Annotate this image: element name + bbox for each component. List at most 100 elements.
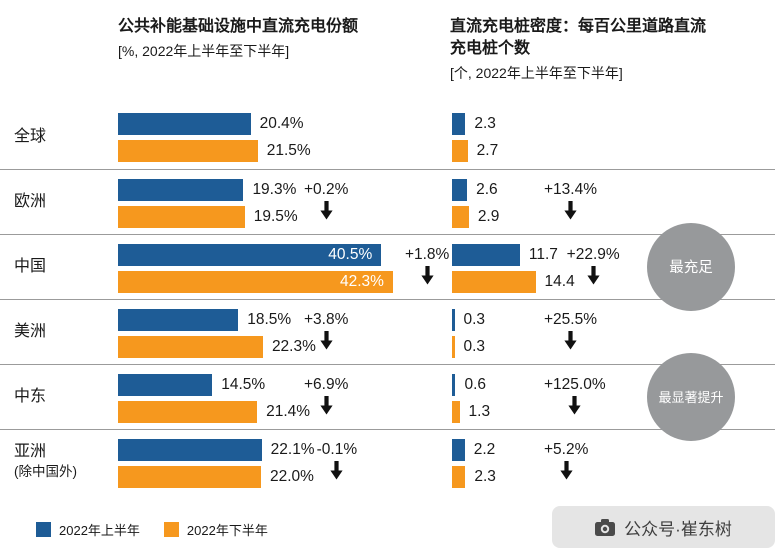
- region-row-middle-east: 中东 14.5% 21.4% +6.9% 0.6 1.3 +125.0%: [0, 364, 775, 429]
- global-left-bar-h2-value: 21.5%: [266, 142, 311, 159]
- asia-ex-china-left-down-arrow-icon: [330, 461, 343, 480]
- china-left-change: +1.8%: [405, 246, 449, 285]
- americas-left-bar-h2: [118, 336, 263, 358]
- middle-east-right-down-arrow-icon: [568, 396, 581, 415]
- europe-right-bar-h2-value: 2.9: [477, 208, 500, 225]
- legend-item-h2: 2022年下半年: [163, 520, 268, 539]
- europe-region-label: 欧洲: [0, 170, 108, 234]
- middle-east-region-label: 中东: [0, 365, 108, 429]
- americas-left-bar-h2-line: 22.3%: [118, 336, 448, 358]
- header-spacer: [0, 16, 108, 104]
- europe-right-bar-h1: [452, 179, 468, 201]
- global-left-bar-h2-line: 21.5%: [118, 140, 448, 162]
- middle-east-right-change-value: +125.0%: [544, 376, 606, 393]
- europe-right-bar-h2: [452, 206, 469, 228]
- global-left-plot: 20.4% 21.5%: [118, 104, 448, 169]
- europe-right-change: +13.4%: [544, 181, 597, 220]
- region-row-asia-ex-china: 亚洲 (除中国外) 22.1% 22.0% -0.1% 2.2 2.3 +5.2%: [0, 429, 775, 494]
- europe-right-chart: 2.6 2.9 +13.4%: [448, 170, 775, 234]
- china-right-change: +22.9%: [567, 246, 620, 285]
- watermark-text: 公众号·崔东树: [624, 519, 732, 539]
- middle-east-left-bar-h1-value: 14.5%: [221, 376, 266, 393]
- americas-left-bar-h1-value: 18.5%: [247, 311, 292, 328]
- asia-ex-china-left-chart: 22.1% 22.0% -0.1%: [108, 430, 448, 494]
- global-left-bar-h2: [118, 140, 258, 162]
- middle-east-right-bar-h2-line: 1.3: [452, 401, 775, 423]
- middle-east-right-bar-h1: [452, 374, 456, 396]
- global-right-bar-h1-line: 2.3: [452, 113, 775, 135]
- china-right-bar-h2-value: 14.4: [544, 273, 575, 290]
- global-right-chart: 2.3 2.7: [448, 104, 775, 169]
- legend-item-h1: 2022年上半年: [36, 520, 140, 539]
- region-row-china: 中国 40.5% 42.3% +1.8% 11.7 14.4 +22.9%: [0, 234, 775, 299]
- china-right-change-value: +22.9%: [566, 246, 620, 263]
- asia-ex-china-left-bar-h1: [118, 439, 262, 461]
- americas-left-change: +3.8%: [304, 311, 348, 350]
- asia-ex-china-right-plot: 2.2 2.3 +5.2%: [452, 430, 775, 495]
- americas-left-change-value: +3.8%: [304, 311, 349, 328]
- china-right-bar-h2-line: 14.4: [452, 271, 775, 293]
- americas-left-bar-h1: [118, 309, 239, 331]
- middle-east-left-bar-h1: [118, 374, 213, 396]
- americas-right-chart: 0.3 0.3 +25.5%: [448, 300, 775, 364]
- badge-middle-east: 最显著提升: [647, 352, 735, 441]
- europe-left-chart: 19.3% 19.5% +0.2%: [108, 170, 448, 234]
- china-right-down-arrow-icon: [587, 266, 600, 285]
- asia-ex-china-right-bar-h1-value: 2.2: [473, 441, 496, 458]
- asia-ex-china-left-bar-h2-value: 22.0%: [270, 468, 314, 485]
- region-row-europe: 欧洲 19.3% 19.5% +0.2% 2.6 2.9 +13.4%: [0, 169, 775, 234]
- asia-ex-china-right-bar-h1: [452, 439, 465, 461]
- europe-left-down-arrow-icon: [320, 201, 333, 220]
- middle-east-right-bar-h2-value: 1.3: [468, 403, 491, 420]
- europe-left-bar-h1: [118, 179, 244, 201]
- americas-left-chart: 18.5% 22.3% +3.8%: [108, 300, 448, 364]
- americas-right-bar-h1: [452, 309, 455, 331]
- americas-right-bar-h1-line: 0.3: [452, 309, 775, 331]
- middle-east-right-chart: 0.6 1.3 +125.0%: [448, 365, 775, 429]
- americas-region-label: 美洲: [0, 300, 108, 364]
- asia-ex-china-left-plot: 22.1% 22.0% -0.1%: [118, 430, 448, 495]
- asia-ex-china-right-down-arrow-icon: [560, 461, 573, 480]
- asia-ex-china-right-change-value: +5.2%: [544, 441, 589, 458]
- region-row-global: 全球 20.4% 21.5% 2.3 2.7: [0, 104, 775, 169]
- europe-left-bar-h1-value: 19.3%: [252, 181, 297, 198]
- americas-right-change: +25.5%: [544, 311, 597, 350]
- asia-ex-china-region-label: 亚洲 (除中国外): [0, 430, 108, 494]
- middle-east-left-down-arrow-icon: [320, 396, 333, 415]
- china-left-bar-h2-line: 42.3%: [118, 271, 448, 293]
- legend-swatch-h2: [163, 522, 179, 537]
- americas-right-down-arrow-icon: [564, 331, 577, 350]
- chart-rows: 全球 20.4% 21.5% 2.3 2.7 欧洲 19.3% 19.5% +0.2% 2.6 2.…: [0, 104, 775, 494]
- middle-east-right-bar-h1-value: 0.6: [464, 376, 487, 393]
- global-region-label: 全球: [0, 104, 108, 169]
- americas-left-plot: 18.5% 22.3% +3.8%: [118, 300, 448, 365]
- asia-ex-china-region-note: (除中国外): [14, 464, 77, 479]
- china-region-name: 中国: [14, 258, 47, 275]
- global-right-bar-h1-value: 2.3: [474, 115, 496, 132]
- left-chart-header: 公共补能基础设施中直流充电份额 [%, 2022年上半年至下半年]: [108, 16, 448, 104]
- middle-east-left-bar-h2-value: 21.4%: [266, 403, 311, 420]
- asia-ex-china-left-bar-h2-line: 22.0%: [118, 466, 448, 488]
- global-left-bar-h1-value: 20.4%: [259, 115, 304, 132]
- global-left-chart: 20.4% 21.5%: [108, 104, 448, 169]
- americas-left-bar-h2-value: 22.3%: [271, 338, 316, 355]
- europe-left-bar-h2-line: 19.5%: [118, 206, 448, 228]
- china-right-plot: 11.7 14.4 +22.9%: [452, 235, 775, 300]
- china-left-plot: 40.5% 42.3% +1.8%: [118, 235, 449, 300]
- middle-east-right-plot: 0.6 1.3 +125.0%: [452, 365, 775, 430]
- china-left-down-arrow-icon: [421, 266, 434, 285]
- china-left-chart: 40.5% 42.3% +1.8%: [108, 235, 449, 300]
- legend-label-h2: 2022年下半年: [186, 523, 268, 538]
- europe-right-change-value: +13.4%: [544, 181, 598, 198]
- europe-right-bar-h2-line: 2.9: [452, 206, 775, 228]
- region-row-americas: 美洲 18.5% 22.3% +3.8% 0.3 0.3 +25.5%: [0, 299, 775, 364]
- middle-east-left-change-value: +6.9%: [304, 376, 349, 393]
- left-chart-title: 公共补能基础设施中直流充电份额: [118, 18, 359, 35]
- asia-ex-china-right-change: +5.2%: [544, 441, 588, 480]
- middle-east-left-bar-h2-line: 21.4%: [118, 401, 448, 423]
- china-right-bar-h2: [452, 271, 536, 293]
- global-left-bar-h1-line: 20.4%: [118, 113, 448, 135]
- camera-icon: [595, 518, 616, 536]
- americas-right-bar-h1-value: 0.3: [463, 311, 486, 328]
- china-right-bar-h1-value: 11.7: [528, 246, 558, 263]
